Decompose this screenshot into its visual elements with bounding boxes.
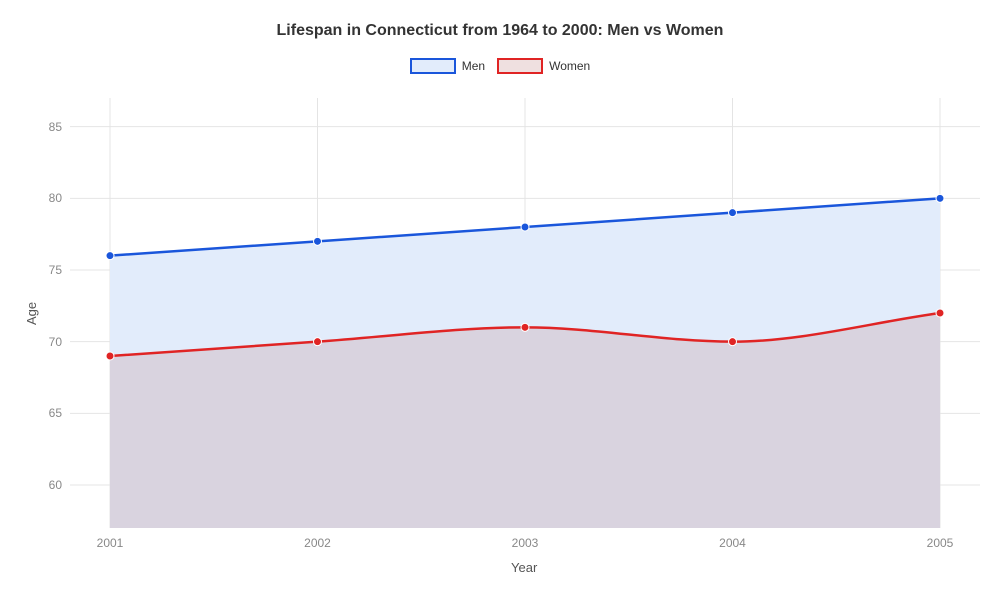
data-point: [106, 252, 114, 260]
legend-label-men: Men: [462, 59, 485, 73]
x-tick-label: 2001: [97, 536, 124, 550]
x-tick-label: 2003: [512, 536, 539, 550]
y-axis-label: Age: [24, 302, 39, 325]
y-tick-label: 60: [49, 478, 62, 492]
y-tick-label: 65: [49, 406, 62, 420]
data-point: [936, 194, 944, 202]
x-tick-label: 2002: [304, 536, 331, 550]
chart-title: Lifespan in Connecticut from 1964 to 200…: [0, 0, 1000, 40]
plot-area: 60657075808520012002200320042005: [70, 98, 980, 528]
legend: Men Women: [0, 58, 1000, 74]
legend-swatch-men: [410, 58, 456, 74]
data-point: [314, 338, 322, 346]
y-tick-label: 70: [49, 335, 62, 349]
y-tick-label: 75: [49, 263, 62, 277]
legend-swatch-women: [497, 58, 543, 74]
chart-container: Lifespan in Connecticut from 1964 to 200…: [0, 0, 1000, 600]
y-tick-label: 80: [49, 191, 62, 205]
chart-svg: [70, 98, 980, 528]
y-tick-label: 85: [49, 120, 62, 134]
x-tick-label: 2004: [719, 536, 746, 550]
x-tick-label: 2005: [927, 536, 954, 550]
data-point: [521, 223, 529, 231]
data-point: [314, 237, 322, 245]
data-point: [729, 209, 737, 217]
legend-item-women: Women: [497, 58, 590, 74]
data-point: [936, 309, 944, 317]
data-point: [106, 352, 114, 360]
x-axis-label: Year: [511, 560, 537, 575]
legend-item-men: Men: [410, 58, 485, 74]
legend-label-women: Women: [549, 59, 590, 73]
data-point: [729, 338, 737, 346]
data-point: [521, 323, 529, 331]
